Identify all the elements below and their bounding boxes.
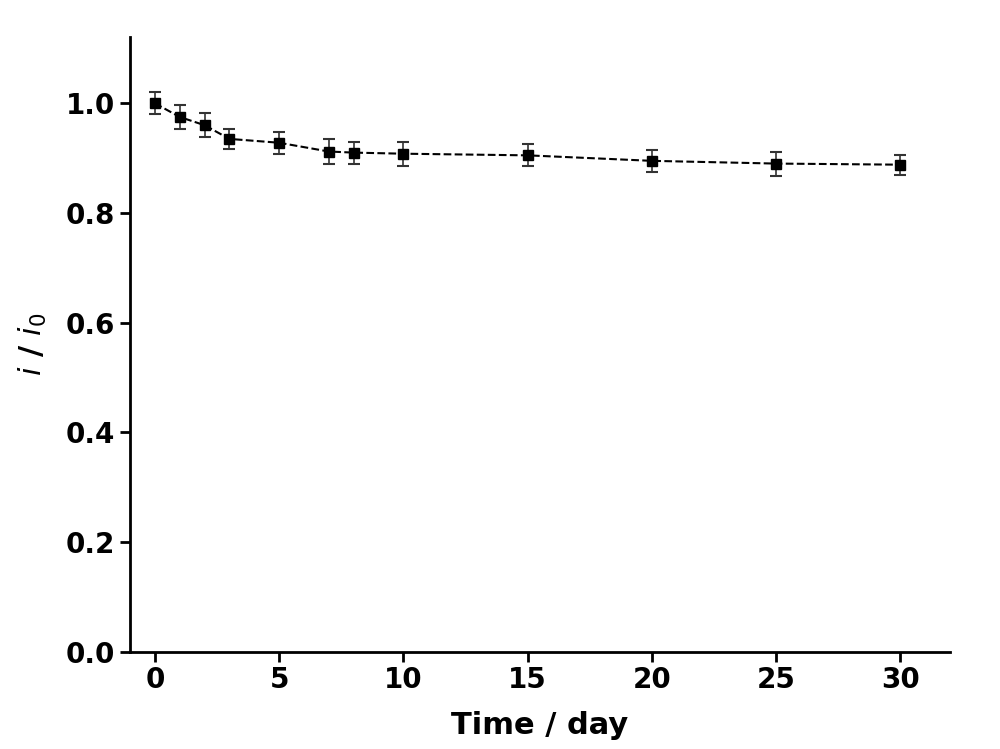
- Y-axis label: $\mathit{i}$ / $\mathit{i}_0$: $\mathit{i}$ / $\mathit{i}_0$: [17, 313, 49, 376]
- X-axis label: Time / day: Time / day: [451, 711, 629, 740]
